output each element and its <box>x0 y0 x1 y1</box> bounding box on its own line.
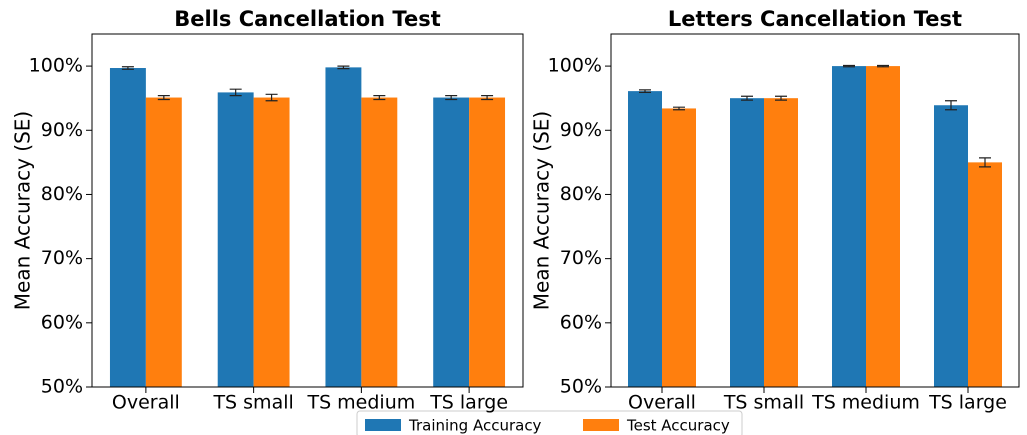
x-tick-label: Overall <box>112 392 180 414</box>
plot-frame <box>91 33 524 388</box>
legend-box <box>356 410 743 435</box>
legend-label: Training Accuracy <box>408 417 542 435</box>
y-axis-label: Mean Accuracy (SE) <box>11 111 35 310</box>
y-axis-label: Mean Accuracy (SE) <box>530 111 554 310</box>
error-bar <box>481 95 494 101</box>
legend-swatch <box>365 419 401 431</box>
bar <box>764 98 798 387</box>
y-tick-label: 100% <box>29 55 83 77</box>
x-tick-label: TS small <box>723 392 804 414</box>
legend-swatch <box>583 419 619 431</box>
error-bar <box>373 95 386 101</box>
error-bar <box>979 157 991 168</box>
y-tick-label: 80% <box>560 183 602 205</box>
bar <box>253 97 290 387</box>
bar <box>469 97 506 387</box>
plot-frame <box>610 33 1020 388</box>
bar <box>361 97 398 387</box>
bar <box>730 98 764 387</box>
bar <box>934 105 968 387</box>
bar <box>662 108 696 387</box>
bar <box>628 91 662 387</box>
legend-label: Test Accuracy <box>626 417 730 435</box>
y-tick-label: 90% <box>41 119 83 141</box>
error-bar <box>445 95 458 101</box>
y-tick-label: 60% <box>41 311 83 333</box>
error-bar <box>121 66 134 70</box>
x-tick-label: Overall <box>628 392 696 414</box>
x-tick-label: TS medium <box>811 392 920 414</box>
bar <box>968 162 1002 387</box>
error-bar <box>775 95 787 101</box>
y-tick-label: 50% <box>41 376 83 398</box>
error-bar <box>945 100 957 111</box>
y-tick-label: 70% <box>560 247 602 269</box>
error-bar <box>337 65 350 70</box>
error-bar <box>877 64 889 68</box>
legend: Training Accuracy Test Accuracy <box>356 410 743 435</box>
bar <box>217 92 254 387</box>
error-bar <box>843 64 855 68</box>
chart-title: Bells Cancellation Test <box>174 7 441 31</box>
y-tick-label: 50% <box>560 376 602 398</box>
bar <box>325 67 362 387</box>
error-bar <box>265 93 278 102</box>
error-bar <box>157 95 170 101</box>
chart-title: Letters Cancellation Test <box>668 7 962 31</box>
bar <box>145 97 182 387</box>
y-tick-label: 90% <box>560 119 602 141</box>
y-tick-label: 70% <box>41 247 83 269</box>
y-tick-label: 60% <box>560 311 602 333</box>
y-tick-label: 100% <box>548 55 602 77</box>
bar <box>109 68 146 388</box>
bar <box>832 66 866 387</box>
error-bar <box>229 88 242 97</box>
bar <box>433 97 470 387</box>
error-bar <box>741 95 753 101</box>
error-bar <box>639 89 651 94</box>
bar <box>866 66 900 387</box>
y-tick-label: 80% <box>41 183 83 205</box>
x-tick-label: TS large <box>429 392 508 414</box>
x-tick-label: TS medium <box>306 392 415 414</box>
x-tick-label: TS large <box>928 392 1007 414</box>
error-bar <box>673 106 685 111</box>
x-tick-label: TS small <box>212 392 293 414</box>
